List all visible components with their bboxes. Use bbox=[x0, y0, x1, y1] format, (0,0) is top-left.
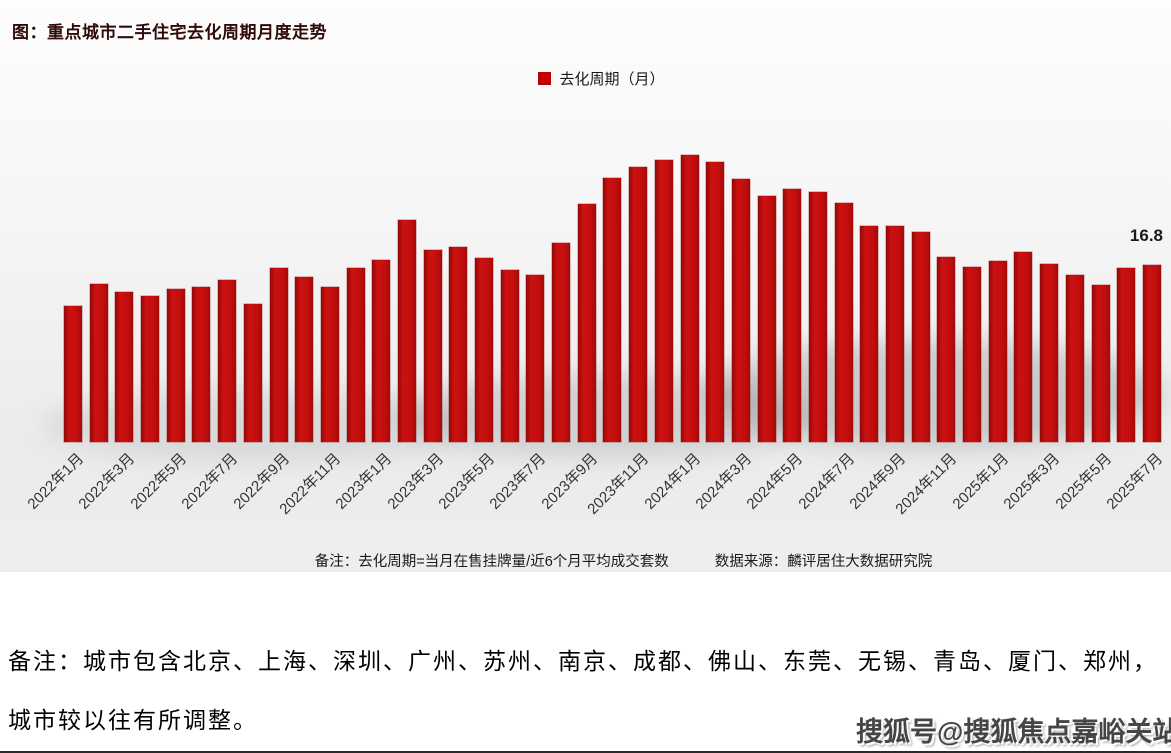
remark-line-1: 备注：城市包含北京、上海、深圳、广州、苏州、南京、成都、佛山、东莞、无锡、青岛、… bbox=[8, 649, 1158, 674]
bar-2024年12月 bbox=[963, 267, 982, 442]
bar-2024年6月 bbox=[808, 192, 827, 442]
watermark-text: 搜狐号@搜狐焦点嘉峪关站 bbox=[856, 717, 1171, 747]
bar-2024年3月 bbox=[731, 179, 750, 442]
chart-data-source: 数据来源：麟评居住大数据研究院 bbox=[714, 554, 933, 570]
bar-2024年8月 bbox=[860, 226, 879, 442]
bar-2025年7月 bbox=[1142, 265, 1161, 442]
chart-legend: 去化周期（月） bbox=[16, 68, 1171, 89]
legend-label: 去化周期（月） bbox=[559, 71, 665, 88]
legend-swatch-icon bbox=[538, 72, 552, 85]
bar-2022年6月 bbox=[192, 287, 211, 442]
chart-footnote: 备注：去化周期=当月在售挂牌量/近6个月平均成交套数 数据来源：麟评居住大数据研… bbox=[38, 550, 1171, 571]
last-bar-value-label: 16.8 bbox=[1129, 226, 1163, 245]
bar-2024年7月 bbox=[834, 203, 853, 442]
bar-2024年5月 bbox=[783, 189, 802, 442]
bar-2022年3月 bbox=[115, 292, 134, 442]
bottom-divider bbox=[0, 751, 1171, 753]
remark-line-2: 城市较以往有所调整。 bbox=[8, 708, 258, 733]
bar-2023年2月 bbox=[397, 220, 416, 442]
bar-2022年8月 bbox=[243, 304, 262, 442]
bar-2025年2月 bbox=[1014, 252, 1033, 442]
bar-2024年11月 bbox=[937, 257, 956, 442]
bar-2023年9月 bbox=[577, 204, 596, 442]
bar-2022年12月 bbox=[346, 268, 365, 442]
chart-note: 备注：去化周期=当月在售挂牌量/近6个月平均成交套数 bbox=[314, 554, 669, 570]
bar-2022年1月 bbox=[64, 306, 82, 442]
bar-2025年1月 bbox=[988, 261, 1007, 442]
bar-2023年5月 bbox=[475, 258, 493, 442]
bar-2022年11月 bbox=[320, 287, 339, 442]
bar-2023年1月 bbox=[372, 260, 391, 442]
bar-2024年2月 bbox=[706, 162, 725, 442]
x-axis-tick-labels: 2022年1月 2022年3月 2022年5月 2022年7月 2022年9月 2022年… bbox=[24, 448, 1166, 558]
bar-2024年9月 bbox=[886, 226, 904, 442]
bar-2025年6月 bbox=[1117, 268, 1136, 442]
bar-2024年10月 bbox=[911, 232, 930, 442]
bar-2023年11月 bbox=[629, 167, 648, 442]
bar-2023年6月 bbox=[500, 270, 519, 442]
bar-2022年2月 bbox=[89, 284, 108, 442]
shadow-blob bbox=[704, 340, 1164, 448]
chart-panel: 图：重点城市二手住宅去化周期月度走势 去化周期（月） 16.8 2022年1月 2… bbox=[0, 6, 1171, 572]
bar-2025年4月 bbox=[1065, 275, 1084, 442]
bar-2025年3月 bbox=[1040, 264, 1059, 442]
chart-title: 图：重点城市二手住宅去化周期月度走势 bbox=[12, 23, 327, 42]
bar-2023年7月 bbox=[526, 275, 545, 442]
bar-2023年4月 bbox=[449, 247, 468, 442]
bar-2023年10月 bbox=[603, 178, 622, 442]
bar-2022年10月 bbox=[295, 277, 314, 442]
bar-2023年12月 bbox=[654, 160, 673, 442]
bar-2025年5月 bbox=[1091, 285, 1110, 442]
bar-2023年3月 bbox=[423, 250, 442, 442]
bar-2022年7月 bbox=[218, 280, 237, 442]
bar-2023年8月 bbox=[552, 243, 571, 442]
bar-2024年4月 bbox=[757, 196, 776, 442]
bar-2022年4月 bbox=[141, 296, 160, 442]
bar-series bbox=[64, 120, 1161, 442]
bar-chart-plot: 16.8 2022年1月 2022年3月 2022年5月 2022年7月 2022年9月… bbox=[24, 120, 1166, 518]
remark-block: 备注：城市包含北京、上海、深圳、广州、苏州、南京、成都、佛山、东莞、无锡、青岛、… bbox=[8, 648, 1168, 735]
bar-2022年9月 bbox=[269, 268, 288, 442]
bar-2024年1月 bbox=[680, 155, 699, 442]
bar-2022年5月 bbox=[166, 289, 185, 442]
